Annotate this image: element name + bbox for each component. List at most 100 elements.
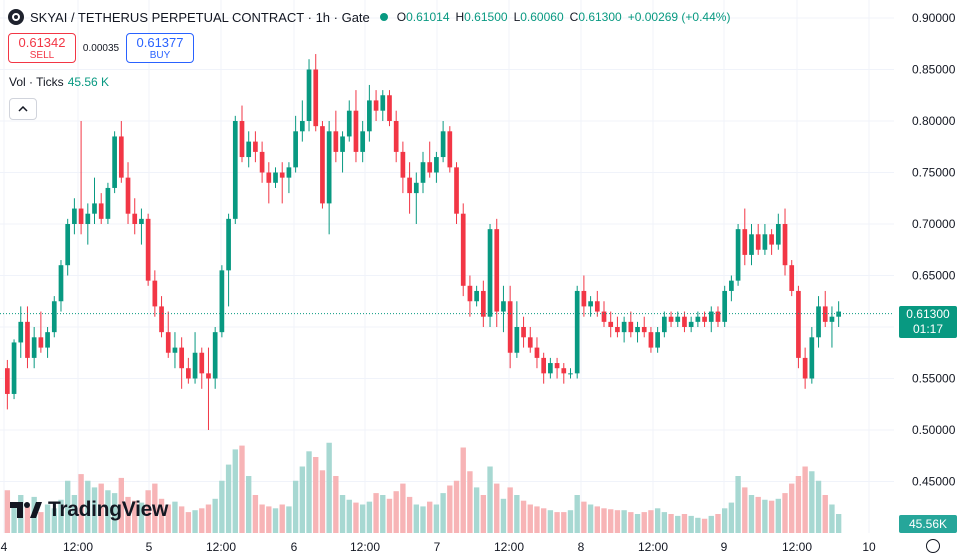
candle-body (45, 332, 50, 348)
volume-bar (728, 502, 735, 533)
candle-body (346, 110, 352, 137)
time-tick-label: 12:00 (638, 540, 668, 554)
volume-bar (339, 495, 346, 533)
candle-body (561, 368, 567, 374)
volume-bar (701, 518, 708, 533)
skyai-coin-icon (8, 9, 24, 25)
candle-body (38, 337, 44, 348)
candle-body (313, 69, 319, 127)
volume-bar (252, 495, 259, 533)
volume-bar (212, 498, 218, 533)
candle-body (340, 136, 345, 152)
volume-bar (111, 493, 118, 533)
volume-bar (520, 500, 527, 533)
candle-body (487, 229, 493, 317)
volume-bar (628, 512, 634, 533)
volume-bar (514, 495, 520, 533)
volume-bar (715, 514, 721, 533)
candle-body (581, 290, 587, 307)
candle-body (25, 321, 30, 358)
spread-value: 0.00035 (82, 42, 120, 54)
volume-bar (574, 495, 580, 533)
volume-bar (326, 442, 332, 533)
price-tick-label: 0.85000 (912, 63, 956, 77)
candle-body (18, 321, 24, 343)
volume-bar (4, 490, 11, 533)
buy-label: BUY (149, 50, 171, 61)
candle-body (246, 141, 252, 158)
candle-body (521, 327, 526, 338)
candle-body (159, 306, 164, 333)
collapse-legend-button[interactable] (9, 98, 37, 120)
candle-body (541, 357, 547, 374)
candle-body (118, 136, 124, 178)
volume-bar (125, 496, 131, 533)
volume-bar (648, 510, 654, 533)
candle-body (367, 100, 372, 132)
volume-bar (51, 508, 57, 533)
candle-body (527, 337, 533, 348)
candle-body (601, 311, 607, 322)
candle-body (5, 368, 10, 394)
volume-bar (219, 480, 225, 533)
low-label: L (513, 10, 521, 24)
volume-bar (366, 501, 373, 533)
time-tick-label: 12:00 (63, 540, 93, 554)
volume-bar (641, 512, 647, 533)
candle-body (474, 290, 479, 302)
symbol-title[interactable]: SKYAI / TETHERUS PERPETUAL CONTRACT · 1h… (30, 9, 370, 25)
volume-bar (822, 495, 828, 533)
volume-bar (406, 496, 413, 533)
volume-bar (782, 493, 788, 533)
candle-body (802, 357, 808, 379)
volume-bar (795, 476, 802, 533)
volume-bar (809, 471, 815, 533)
price-tick-label: 0.90000 (912, 11, 956, 25)
volume-bar (313, 457, 319, 533)
sell-button[interactable]: 0.61342 SELL (8, 33, 76, 63)
volume-bar (246, 476, 252, 533)
volume-bar (594, 506, 600, 533)
time-axis[interactable]: 4 12:00 5 12:00 6 12:00 7 12:00 8 12:00 9 12:00 10 (1, 540, 876, 554)
candle-body (796, 290, 801, 358)
candle-body (809, 337, 815, 379)
price-axis[interactable]: 0.90000 0.85000 0.80000 0.75000 0.70000 0.650… (912, 11, 956, 489)
candle-body (755, 234, 761, 250)
candle-body (320, 126, 325, 204)
volume-bar (44, 504, 51, 533)
candle-body (641, 327, 647, 333)
candle-body (31, 337, 37, 358)
candle-body (179, 347, 185, 369)
ohlc-values: O0.61014 H0.61500 L0.60060 C0.61300 +0.0… (397, 10, 731, 24)
candle-body (407, 177, 412, 194)
volume-bar (661, 512, 668, 533)
volume-bar (199, 508, 205, 533)
volume-bar (359, 504, 366, 533)
candle-body (98, 203, 104, 219)
volume-bar (118, 477, 125, 533)
volume-legend[interactable]: Vol · Ticks 45.56 K (9, 75, 109, 89)
volume-bar (420, 506, 426, 533)
watermark-text: TradingView (48, 498, 169, 521)
volume-bar (775, 498, 781, 533)
volume-bar (205, 504, 212, 533)
candle-body (608, 321, 614, 327)
volume-bar (105, 490, 111, 533)
volume-bar (272, 508, 279, 533)
volume-bar (614, 510, 621, 533)
candle-body (333, 131, 339, 152)
volume-bar (433, 504, 440, 533)
candle-body (594, 301, 600, 312)
candle-body (574, 290, 580, 374)
candle-body (393, 121, 399, 152)
volume-bar (400, 483, 406, 533)
volume-bar (453, 480, 460, 533)
volume-bar (567, 510, 574, 533)
settings-icon[interactable] (926, 539, 940, 553)
volume-bar (768, 500, 775, 533)
low-value: 0.60060 (520, 10, 564, 24)
candle-body (434, 157, 439, 173)
buy-button[interactable]: 0.61377 BUY (126, 33, 194, 63)
volume-bar (829, 504, 835, 533)
